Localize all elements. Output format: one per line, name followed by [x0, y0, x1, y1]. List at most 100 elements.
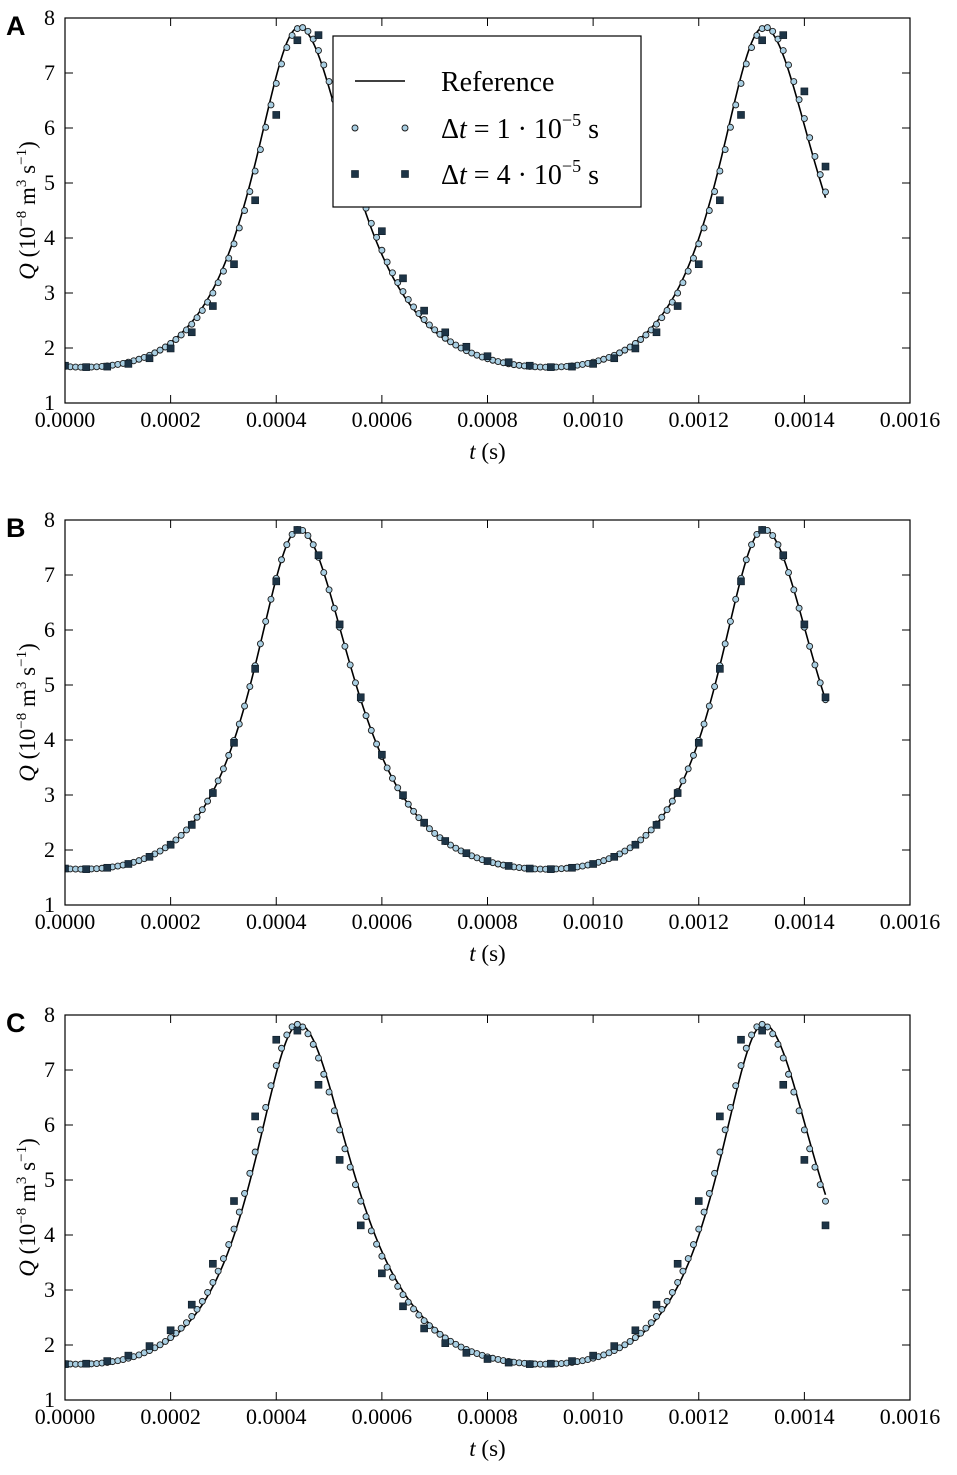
point-dt1e-5 — [256, 1126, 264, 1134]
point-dt1e-5 — [177, 331, 185, 339]
point-dt1e-5 — [616, 349, 623, 357]
point-dt1e-5 — [320, 1070, 328, 1078]
point-dt1e-5 — [420, 1317, 428, 1325]
point-dt4e-5 — [504, 1358, 513, 1367]
y-tick-label: 3 — [44, 280, 55, 305]
point-dt1e-5 — [742, 1044, 750, 1052]
point-dt1e-5 — [811, 153, 819, 160]
y-tick-label: 6 — [44, 1112, 55, 1137]
point-dt1e-5 — [209, 1278, 217, 1286]
point-dt1e-5 — [763, 24, 771, 32]
y-tick-label: 1 — [44, 1387, 55, 1412]
y-tick-label: 4 — [44, 727, 55, 752]
point-dt1e-5 — [388, 269, 396, 277]
point-dt1e-5 — [167, 1334, 175, 1341]
point-dt1e-5 — [748, 541, 756, 549]
point-dt4e-5 — [821, 1221, 830, 1230]
x-tick-label: 0.0014 — [774, 407, 835, 432]
point-dt4e-5 — [568, 1357, 576, 1365]
point-dt1e-5 — [304, 27, 312, 35]
point-dt1e-5 — [737, 80, 745, 87]
x-tick-label: 0.0002 — [140, 1404, 201, 1429]
x-tick-label: 0.0014 — [774, 1404, 835, 1429]
point-dt1e-5 — [272, 1062, 280, 1070]
point-dt1e-5 — [357, 1197, 365, 1205]
point-dt1e-5 — [705, 207, 713, 214]
x-tick-label: 0.0012 — [669, 1404, 730, 1429]
point-dt1e-5 — [431, 829, 439, 837]
point-dt1e-5 — [246, 188, 254, 195]
point-dt1e-5 — [177, 831, 185, 839]
point-dt1e-5 — [690, 751, 697, 759]
point-dt1e-5 — [431, 326, 439, 334]
panel-label: C — [6, 1008, 26, 1038]
point-dt4e-5 — [525, 1360, 534, 1368]
y-tick-label: 4 — [44, 1222, 55, 1247]
point-dt1e-5 — [631, 1334, 639, 1341]
plot-area — [65, 24, 830, 371]
point-dt4e-5 — [716, 1112, 724, 1121]
point-dt1e-5 — [362, 712, 370, 720]
point-dt1e-5 — [452, 1340, 460, 1348]
point-dt1e-5 — [621, 346, 629, 354]
point-dt1e-5 — [341, 642, 349, 650]
point-dt1e-5 — [642, 831, 650, 839]
point-dt1e-5 — [315, 1054, 322, 1062]
point-dt4e-5 — [779, 1080, 788, 1089]
point-dt1e-5 — [336, 1126, 344, 1134]
point-dt1e-5 — [219, 1255, 227, 1263]
point-dt1e-5 — [785, 61, 792, 69]
plot-frame — [64, 17, 911, 404]
point-dt1e-5 — [425, 825, 433, 833]
x-tick-label: 0.0012 — [669, 909, 730, 934]
point-dt4e-5 — [673, 789, 682, 797]
point-dt4e-5 — [251, 196, 259, 205]
y-tick-label: 7 — [44, 1057, 55, 1082]
x-tick-label: 0.0004 — [246, 1404, 307, 1429]
y-tick-label: 4 — [44, 225, 55, 250]
point-dt1e-5 — [177, 1324, 185, 1332]
point-dt1e-5 — [394, 1282, 402, 1290]
point-dt4e-5 — [462, 342, 471, 351]
point-dt4e-5 — [399, 791, 407, 800]
x-axis-label: t (s) — [469, 1436, 505, 1461]
point-dt1e-5 — [267, 1082, 275, 1090]
point-dt1e-5 — [637, 336, 645, 343]
point-dt1e-5 — [420, 316, 428, 323]
point-dt1e-5 — [183, 1319, 190, 1327]
point-dt4e-5 — [314, 31, 323, 39]
point-dt1e-5 — [674, 289, 682, 297]
x-tick-label: 0.0006 — [352, 909, 413, 934]
point-dt1e-5 — [235, 720, 243, 728]
y-tick-label: 6 — [44, 115, 55, 140]
point-dt4e-5 — [399, 1302, 407, 1311]
point-dt1e-5 — [700, 720, 708, 728]
point-dt4e-5 — [610, 354, 619, 363]
point-dt1e-5 — [309, 1040, 317, 1048]
point-dt1e-5 — [742, 60, 750, 68]
point-dt1e-5 — [219, 267, 227, 275]
point-dt1e-5 — [441, 334, 449, 342]
point-dt1e-5 — [811, 661, 819, 669]
point-dt1e-5 — [721, 1126, 729, 1134]
x-axis-label: t (s) — [469, 439, 505, 464]
point-dt1e-5 — [156, 346, 164, 354]
point-dt4e-5 — [779, 31, 788, 39]
point-dt1e-5 — [431, 1326, 439, 1334]
point-dt1e-5 — [642, 1324, 650, 1332]
point-dt4e-5 — [589, 860, 597, 868]
point-dt1e-5 — [732, 101, 740, 109]
point-dt1e-5 — [679, 777, 687, 785]
point-dt1e-5 — [346, 661, 354, 669]
point-dt4e-5 — [631, 1326, 640, 1335]
x-tick-label: 0.0016 — [880, 407, 941, 432]
point-dt1e-5 — [726, 617, 734, 625]
point-dt4e-5 — [694, 260, 703, 269]
point-dt1e-5 — [256, 146, 264, 153]
point-dt1e-5 — [378, 246, 386, 254]
point-dt4e-5 — [779, 551, 788, 560]
point-dt1e-5 — [785, 569, 792, 577]
point-dt1e-5 — [425, 321, 433, 329]
point-dt1e-5 — [262, 617, 270, 625]
